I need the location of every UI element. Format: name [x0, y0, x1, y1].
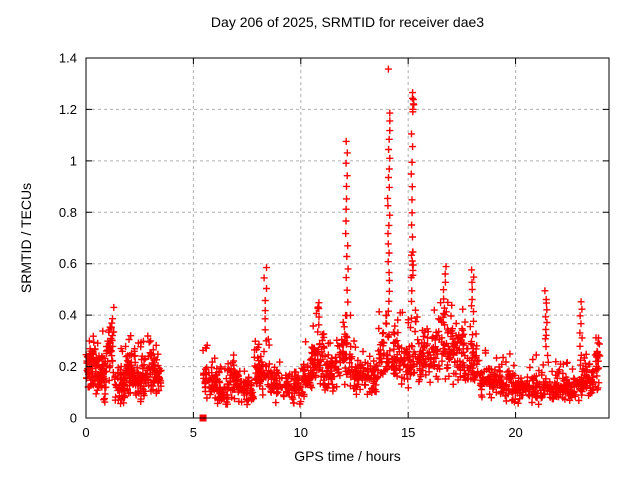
y-tick-label: 0.4: [59, 308, 77, 323]
grid-lines: [86, 58, 609, 418]
y-tick-label: 0.8: [59, 205, 77, 220]
x-tick-label: 0: [82, 425, 89, 440]
y-tick-label: 0.2: [59, 359, 77, 374]
x-tick-label: 15: [401, 425, 415, 440]
y-tick-label: 1.4: [59, 51, 77, 66]
x-tick-label: 10: [294, 425, 308, 440]
y-tick-label: 0: [70, 411, 77, 426]
y-tick-label: 1: [70, 153, 77, 168]
x-axis-label: GPS time / hours: [294, 448, 401, 464]
x-tick-label: 5: [190, 425, 197, 440]
chart-title: Day 206 of 2025, SRMTID for receiver dae…: [210, 14, 485, 30]
y-tick-label: 1.2: [59, 102, 77, 117]
plot-border: [85, 57, 610, 419]
y-tick-label: 0.6: [59, 256, 77, 271]
y-axis-label: SRMTID / TECUs: [18, 182, 34, 294]
x-tick-label: 20: [508, 425, 522, 440]
data-points: [82, 65, 604, 408]
